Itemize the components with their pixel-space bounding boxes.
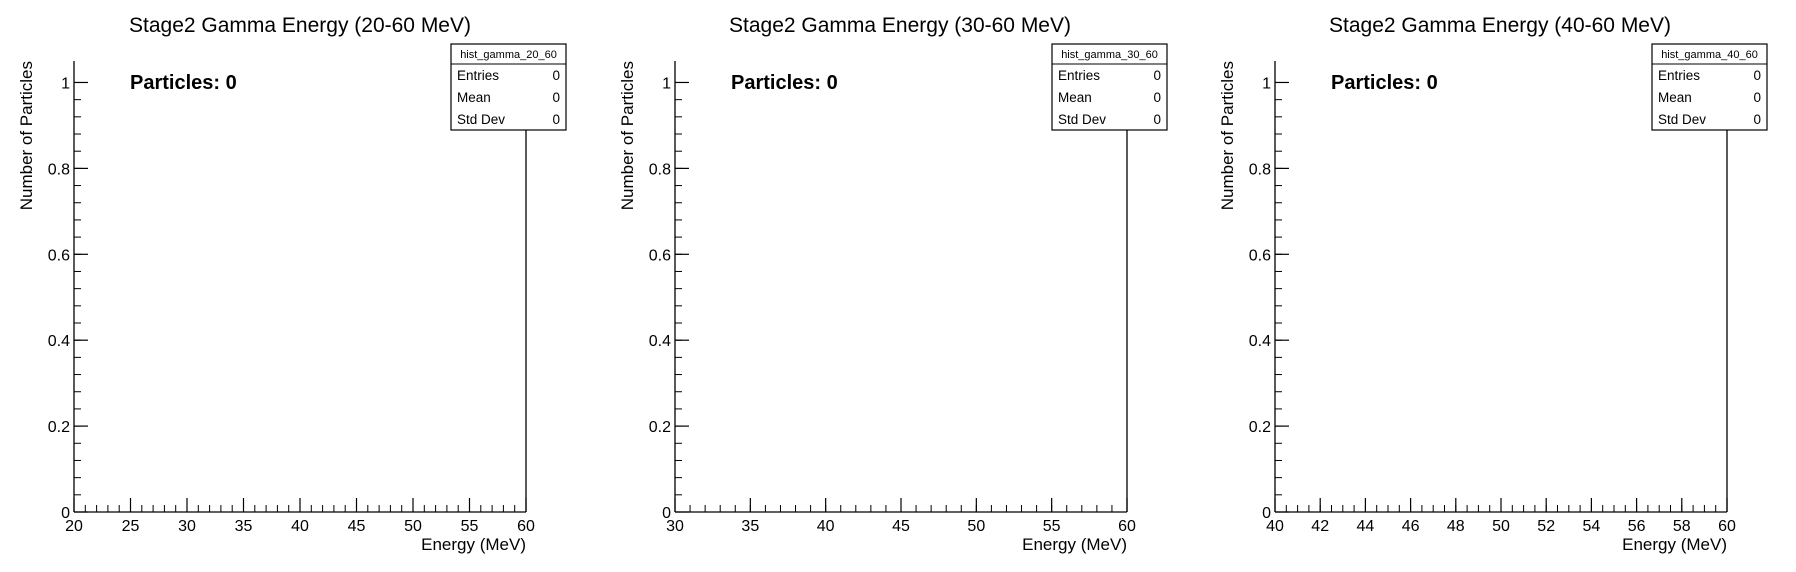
stats-box: hist_gamma_40_60 Entries 0 Mean 0 Std Dev 0	[1651, 43, 1768, 131]
y-tick-label: 1	[1262, 75, 1271, 92]
y-tick-label: 0.8	[649, 161, 671, 178]
stats-box-name: hist_gamma_30_60	[1061, 49, 1158, 61]
x-tick-label: 60	[1118, 518, 1136, 535]
y-tick-label: 0.6	[1249, 247, 1271, 264]
particle-count-annotation: Particles: 0	[731, 72, 838, 94]
stats-row-label: Std Dev	[1058, 112, 1106, 127]
y-tick-label: 0.2	[48, 419, 70, 436]
stats-row-value: 0	[1153, 112, 1161, 127]
stats-row-label: Mean	[457, 90, 491, 105]
y-tick-label: 1	[662, 75, 671, 92]
x-axis-title: Energy (MeV)	[1022, 535, 1127, 554]
x-tick-label: 60	[1718, 518, 1736, 535]
y-tick-label: 0	[1262, 505, 1271, 522]
x-tick-label: 35	[235, 518, 253, 535]
y-tick-label: 0.4	[1249, 333, 1271, 350]
x-tick-label: 46	[1402, 518, 1420, 535]
x-tick-label: 42	[1311, 518, 1329, 535]
stats-row-label: Entries	[1058, 68, 1100, 83]
stats-row-value: 0	[1753, 112, 1761, 127]
y-axis-title: Number of Particles	[17, 61, 36, 210]
y-tick-label: 0	[61, 505, 70, 522]
y-tick-label: 0.4	[649, 333, 671, 350]
x-tick-label: 56	[1628, 518, 1646, 535]
x-tick-label: 55	[1043, 518, 1061, 535]
stats-row-value: 0	[552, 112, 560, 127]
x-tick-label: 58	[1673, 518, 1691, 535]
chart-title: Stage2 Gamma Energy (30-60 MeV)	[729, 14, 1071, 37]
stats-row-label: Std Dev	[1658, 112, 1706, 127]
stats-box-frame	[1651, 43, 1768, 131]
stats-row-value: 0	[552, 68, 560, 83]
y-tick-label: 0.6	[649, 247, 671, 264]
stats-row-label: Entries	[457, 68, 499, 83]
stats-box: hist_gamma_20_60 Entries 0 Mean 0 Std Dev 0	[450, 43, 567, 131]
stats-row-label: Entries	[1658, 68, 1700, 83]
x-tick-label: 45	[348, 518, 366, 535]
x-tick-label: 52	[1537, 518, 1555, 535]
x-tick-label: 30	[666, 518, 684, 535]
y-tick-label: 0.8	[1249, 161, 1271, 178]
stats-box-name: hist_gamma_40_60	[1661, 49, 1758, 61]
x-tick-label: 44	[1357, 518, 1375, 535]
stats-row-value: 0	[552, 90, 560, 105]
y-tick-label: 0.2	[1249, 419, 1271, 436]
x-tick-label: 40	[291, 518, 309, 535]
y-tick-label: 1	[61, 75, 70, 92]
y-tick-label: 0.6	[48, 247, 70, 264]
x-tick-label: 20	[65, 518, 83, 535]
stats-row-label: Mean	[1658, 90, 1692, 105]
x-axis-title: Energy (MeV)	[1622, 535, 1727, 554]
stats-row-label: Std Dev	[457, 112, 505, 127]
stats-row-value: 0	[1153, 68, 1161, 83]
x-tick-label: 50	[404, 518, 422, 535]
stats-row-label: Mean	[1058, 90, 1092, 105]
histogram-panel-3: Stage2 Gamma Energy (40-60 MeV) 40 42 44 46 4…	[1218, 14, 1768, 554]
stats-row-value: 0	[1153, 90, 1161, 105]
chart-title: Stage2 Gamma Energy (20-60 MeV)	[129, 14, 471, 37]
x-tick-label: 48	[1447, 518, 1465, 535]
x-tick-label: 54	[1583, 518, 1601, 535]
x-tick-label: 40	[817, 518, 835, 535]
stats-box-name: hist_gamma_20_60	[460, 49, 557, 61]
x-tick-label: 25	[122, 518, 140, 535]
histogram-panel-2: Stage2 Gamma Energy (30-60 MeV) 30 35 40 45 5…	[618, 14, 1168, 554]
x-tick-label: 40	[1266, 518, 1284, 535]
y-tick-label: 0.2	[649, 419, 671, 436]
chart-title: Stage2 Gamma Energy (40-60 MeV)	[1329, 14, 1671, 37]
histogram-panel-1: Stage2 Gamma Energy (20-60 MeV) 20 25 30 35 4…	[17, 14, 567, 554]
particle-count-annotation: Particles: 0	[130, 72, 237, 94]
x-tick-label: 50	[1492, 518, 1510, 535]
x-tick-label: 60	[517, 518, 535, 535]
x-tick-label: 50	[967, 518, 985, 535]
x-tick-label: 30	[178, 518, 196, 535]
y-axis-title: Number of Particles	[1218, 61, 1237, 210]
y-tick-label: 0.8	[48, 161, 70, 178]
stats-row-value: 0	[1753, 90, 1761, 105]
y-tick-label: 0.4	[48, 333, 70, 350]
x-axis-title: Energy (MeV)	[421, 535, 526, 554]
particle-count-annotation: Particles: 0	[1331, 72, 1438, 94]
stats-box: hist_gamma_30_60 Entries 0 Mean 0 Std Dev 0	[1051, 43, 1168, 131]
y-axis-title: Number of Particles	[618, 61, 637, 210]
x-tick-label: 35	[741, 518, 759, 535]
y-tick-label: 0	[662, 505, 671, 522]
stats-box-frame	[450, 43, 567, 131]
x-tick-label: 55	[461, 518, 479, 535]
stats-box-frame	[1051, 43, 1168, 131]
x-tick-label: 45	[892, 518, 910, 535]
stats-row-value: 0	[1753, 68, 1761, 83]
